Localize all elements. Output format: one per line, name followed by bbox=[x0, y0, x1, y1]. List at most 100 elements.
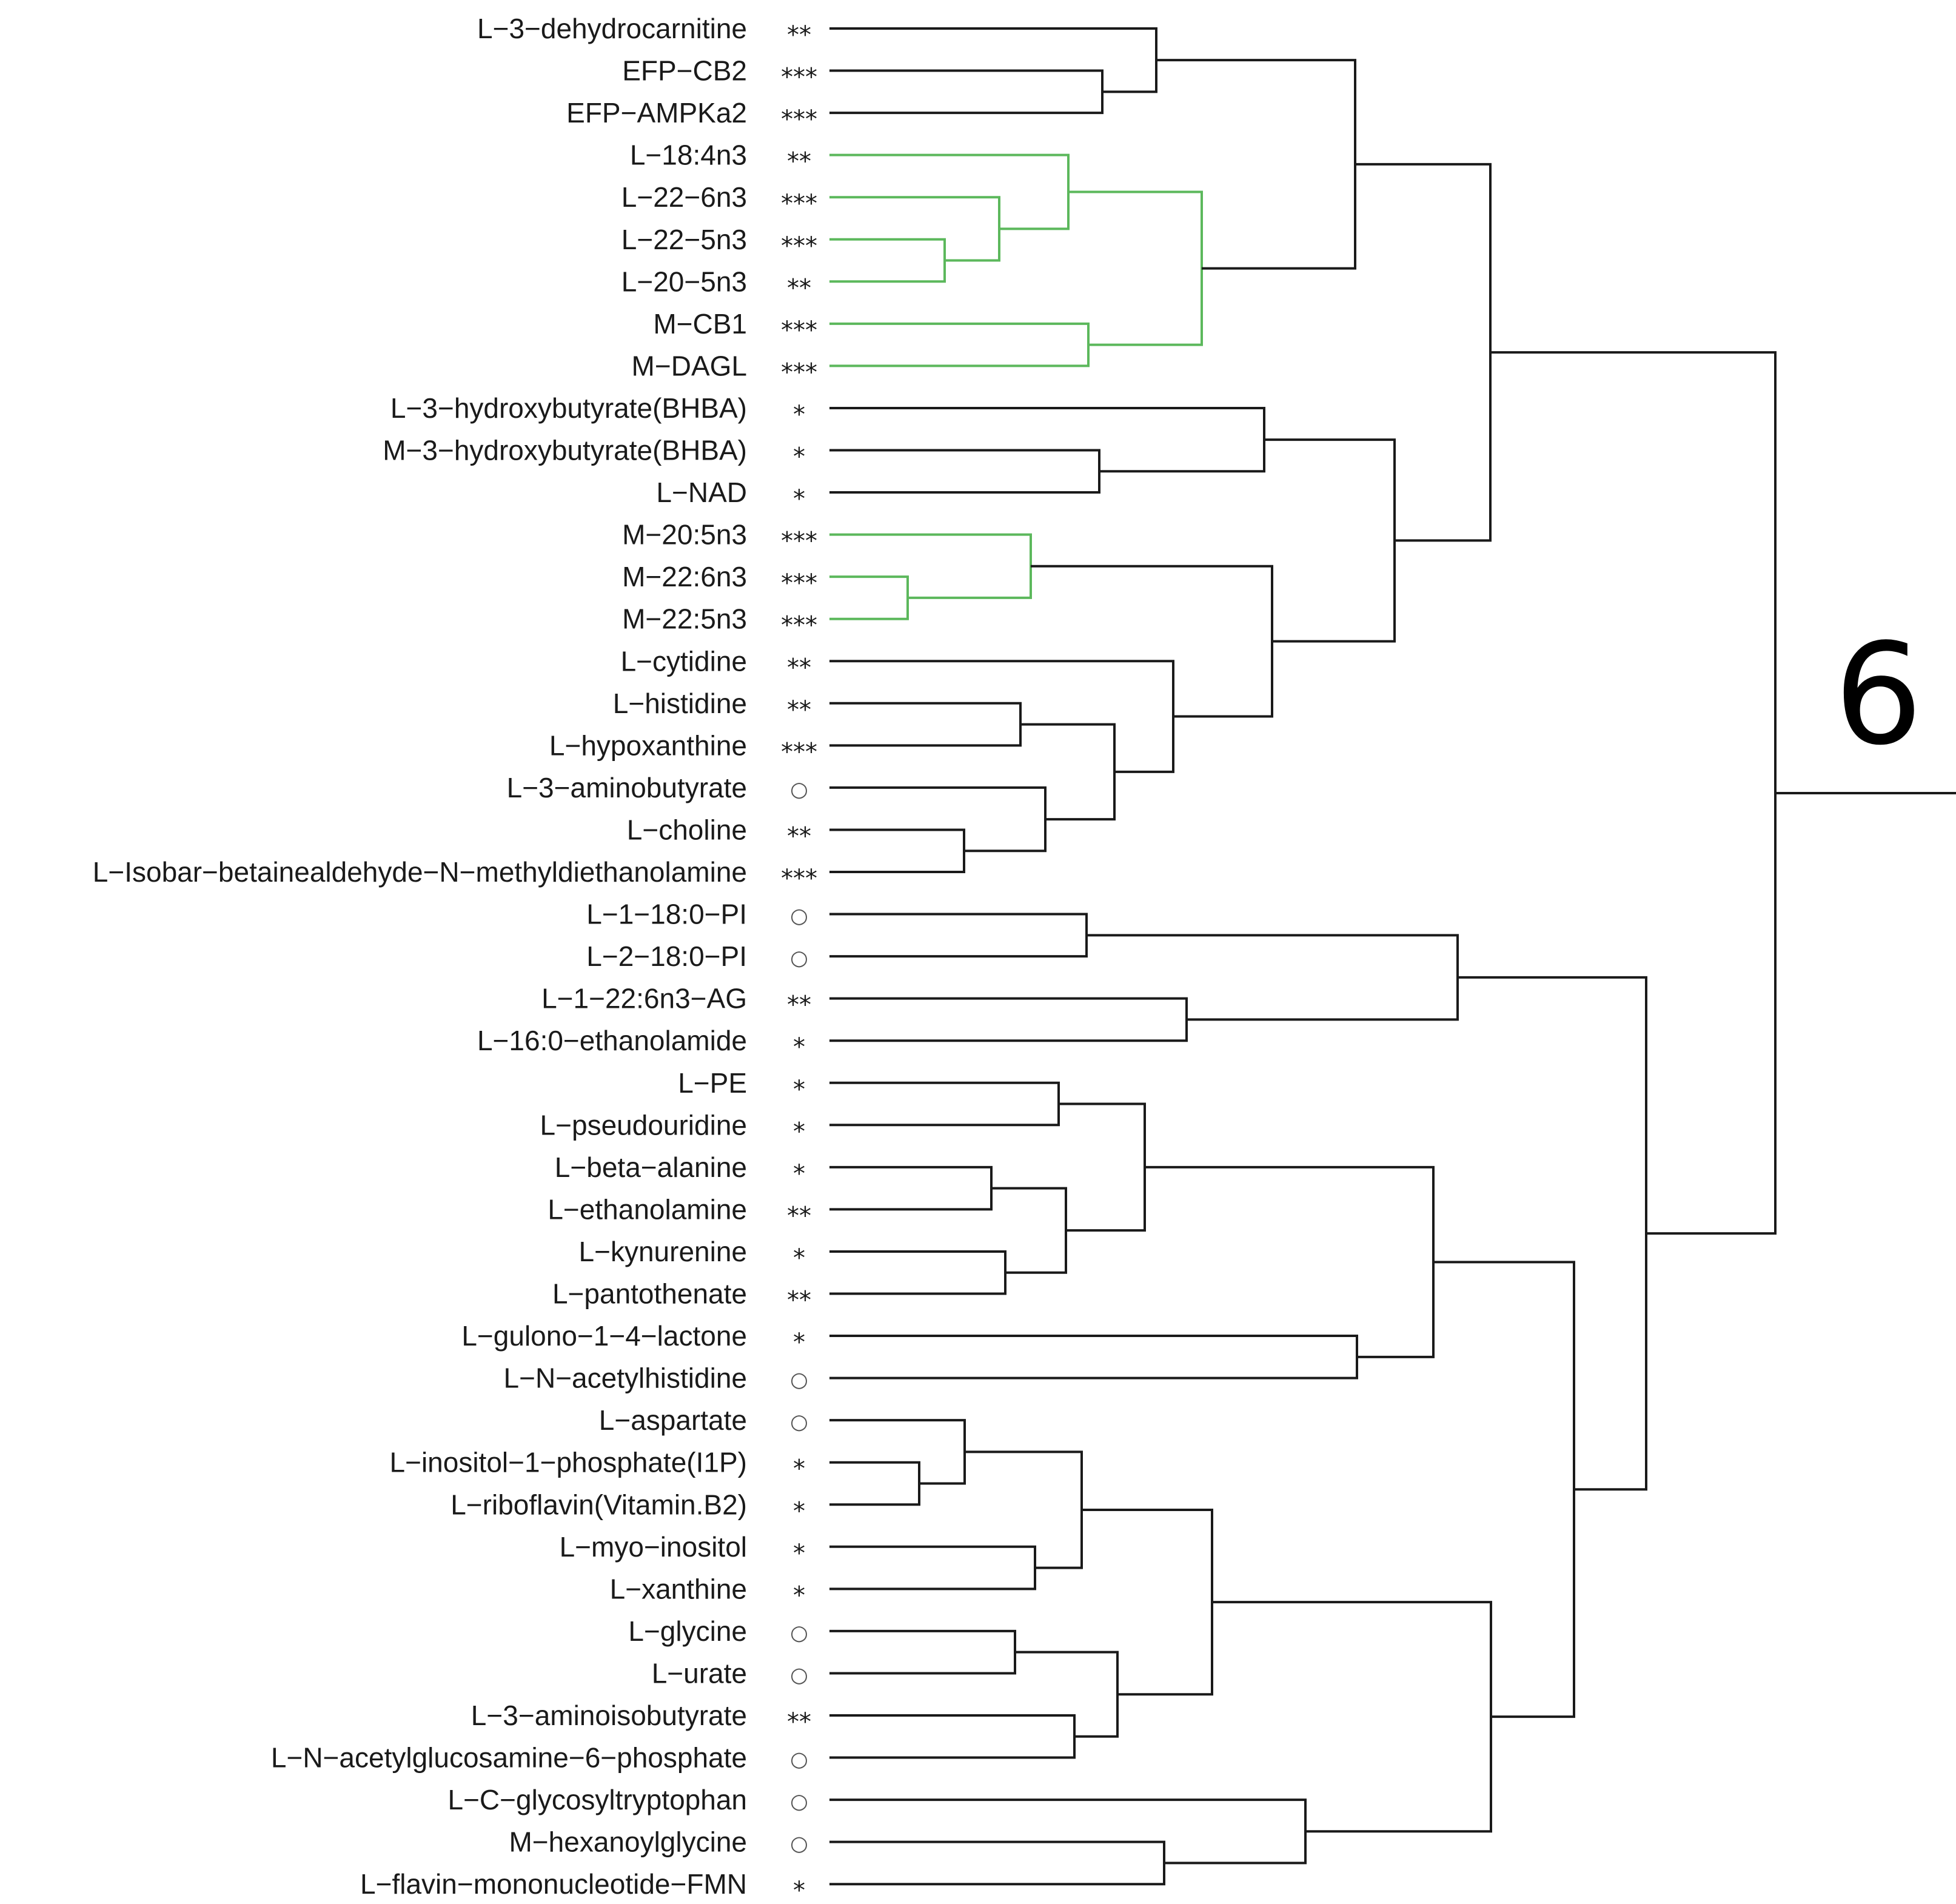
leaf-label: L−22−6n3 bbox=[621, 181, 747, 213]
significance-marker: *** bbox=[781, 358, 817, 386]
leaf-label: M−22:5n3 bbox=[622, 603, 747, 635]
leaf-label: L−18:4n3 bbox=[630, 139, 747, 171]
significance-marker: * bbox=[793, 1497, 805, 1525]
leaf-label: L−3−hydroxybutyrate(BHBA) bbox=[390, 392, 747, 424]
leaf-label: L−1−18:0−PI bbox=[586, 899, 747, 930]
dendrogram-branch-32 bbox=[829, 1419, 966, 1485]
dendrogram-branch-5 bbox=[829, 153, 1070, 230]
dendrogram-branch-23 bbox=[1087, 934, 1459, 1021]
significance-marker: ** bbox=[787, 21, 811, 49]
dendrogram-branch-39 bbox=[829, 1840, 1165, 1886]
significance-marker: * bbox=[793, 485, 805, 513]
significance-marker: * bbox=[793, 1118, 805, 1145]
leaf-label: L−histidine bbox=[613, 688, 747, 719]
leaf-label: L−flavin−mononucleotide−FMN bbox=[360, 1868, 747, 1900]
dendrogram-branch-43 bbox=[1458, 976, 1647, 1491]
leaf-label: L−cytidine bbox=[621, 645, 747, 677]
dendrogram-branch-9 bbox=[829, 449, 1100, 494]
leaf-label: L−myo−inositol bbox=[560, 1531, 747, 1563]
significance-marker: ** bbox=[787, 1708, 811, 1736]
dendrogram-branch-11 bbox=[829, 575, 909, 620]
leaf-label: L−22−5n3 bbox=[621, 224, 747, 255]
leaf-label: L−pseudouridine bbox=[540, 1109, 747, 1141]
significance-marker: * bbox=[793, 1581, 805, 1609]
significance-marker: * bbox=[793, 1877, 805, 1904]
dendrogram-branch-44 bbox=[1490, 351, 1777, 1235]
significance-marker: ○ bbox=[790, 1663, 808, 1687]
significance-marker: *** bbox=[781, 317, 817, 344]
dendrogram-branch-25 bbox=[829, 1165, 993, 1211]
leaf-label: L−N−acetylhistidine bbox=[504, 1363, 747, 1394]
leaf-label: L−pantothenate bbox=[552, 1278, 747, 1310]
dendrogram-branch-16 bbox=[1020, 723, 1116, 821]
leaf-label: L−2−18:0−PI bbox=[586, 940, 747, 972]
dendrogram-branch-34 bbox=[965, 1450, 1083, 1569]
significance-marker: * bbox=[793, 1540, 805, 1567]
leaf-label: M−20:5n3 bbox=[622, 519, 747, 551]
dendrogram-branch-3 bbox=[829, 238, 946, 283]
leaf-label: L−NAD bbox=[656, 477, 747, 508]
leaf-label: L−glycine bbox=[628, 1615, 747, 1647]
significance-marker: *** bbox=[781, 569, 817, 597]
dendrogram-branch-6 bbox=[829, 322, 1090, 367]
significance-marker: * bbox=[793, 1244, 805, 1272]
leaf-label: M−hexanoylglycine bbox=[509, 1826, 747, 1858]
significance-marker: *** bbox=[781, 106, 817, 133]
dendrogram-branch-42 bbox=[1433, 1261, 1575, 1718]
dendrogram-branch-31 bbox=[829, 1461, 920, 1506]
dendrogram-branch-29 bbox=[829, 1335, 1358, 1379]
significance-marker: *** bbox=[781, 190, 817, 218]
dendrogram-branches bbox=[829, 27, 1777, 1886]
leaf-label: L−choline bbox=[627, 814, 747, 845]
significance-marker: *** bbox=[781, 64, 817, 92]
leaf-label: M−DAGL bbox=[632, 350, 747, 381]
leaf-label: M−22:6n3 bbox=[622, 561, 747, 592]
significance-marker: ○ bbox=[790, 1368, 808, 1392]
leaf-label: EFP−AMPKa2 bbox=[566, 97, 747, 129]
dendrogram-branch-14 bbox=[829, 828, 965, 873]
significance-marker: *** bbox=[781, 612, 817, 640]
dendrogram-branch-7 bbox=[1068, 190, 1203, 346]
dendrogram-branch-15 bbox=[829, 786, 1047, 853]
leaf-label: L−16:0−ethanolamide bbox=[477, 1025, 747, 1056]
leaf-label: L−aspartate bbox=[599, 1404, 747, 1436]
significance-marker: ○ bbox=[790, 904, 808, 928]
significance-marker: ○ bbox=[790, 1789, 808, 1814]
dendrogram-branch-24 bbox=[829, 1081, 1060, 1127]
significance-marker: ○ bbox=[790, 777, 808, 802]
leaf-label: EFP−CB2 bbox=[622, 55, 747, 87]
dendrogram-branch-18 bbox=[1031, 565, 1273, 718]
dendrogram-branch-19 bbox=[1264, 438, 1396, 643]
dendrogram-branch-26 bbox=[829, 1250, 1006, 1295]
dendrogram-branch-4 bbox=[829, 196, 1000, 262]
significance-marker: *** bbox=[781, 528, 817, 555]
significance-marker: ○ bbox=[790, 1410, 808, 1434]
significance-marker: ○ bbox=[790, 1621, 808, 1645]
significance-marker: *** bbox=[781, 738, 817, 766]
significance-marker: ** bbox=[787, 1287, 811, 1315]
significance-marker: ** bbox=[787, 991, 811, 1019]
leaf-label: L−Isobar−betainealdehyde−N−methyldiethan… bbox=[93, 856, 747, 888]
leaf-label: L−kynurenine bbox=[579, 1236, 747, 1267]
leaf-label: L−gulono−1−4−lactone bbox=[461, 1320, 747, 1352]
dendrogram-branch-8 bbox=[1156, 59, 1356, 270]
leaf-label: L−inositol−1−phosphate(I1P) bbox=[390, 1447, 748, 1478]
dendrogram-branch-10 bbox=[829, 406, 1265, 473]
significance-marker: ○ bbox=[790, 1832, 808, 1856]
significance-marker: * bbox=[793, 443, 805, 471]
leaf-label: L−riboflavin(Vitamin.B2) bbox=[450, 1489, 747, 1520]
leaf-labels: L−3−dehydrocarnitine EFP−CB2 EFP−AMPKa2 L−1… bbox=[93, 13, 747, 1900]
significance-marker: ○ bbox=[790, 946, 808, 970]
significance-marker: ** bbox=[787, 148, 811, 176]
significance-marker: ** bbox=[787, 654, 811, 682]
dendrogram-branch-38 bbox=[1082, 1508, 1213, 1696]
significance-marker: ** bbox=[787, 1202, 811, 1230]
significance-marker: * bbox=[793, 1076, 805, 1104]
leaf-label: M−3−hydroxybutyrate(BHBA) bbox=[383, 435, 747, 466]
dendrogram-branch-28 bbox=[1059, 1102, 1146, 1232]
significance-marker: * bbox=[793, 1033, 805, 1061]
significance-marker: ** bbox=[787, 696, 811, 724]
dendrogram-branch-40 bbox=[829, 1798, 1307, 1865]
significance-marker: ** bbox=[787, 274, 811, 302]
